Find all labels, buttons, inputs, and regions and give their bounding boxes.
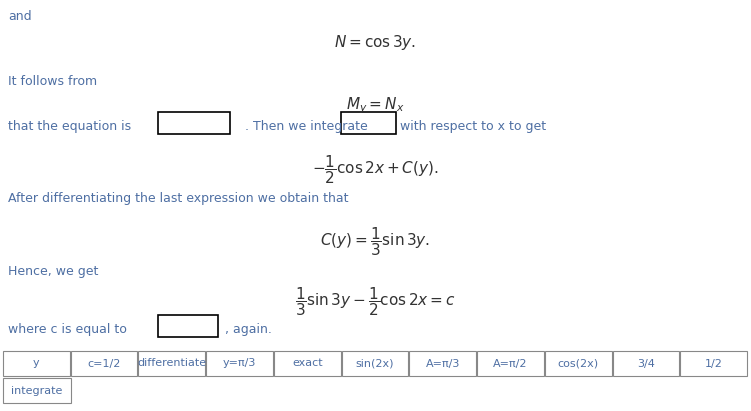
Text: 1/2: 1/2 <box>704 358 722 369</box>
Text: $N = \cos 3y.$: $N = \cos 3y.$ <box>334 33 416 52</box>
Text: and: and <box>8 10 32 23</box>
FancyBboxPatch shape <box>341 112 396 134</box>
FancyBboxPatch shape <box>409 351 476 376</box>
Text: . Then we integrate: . Then we integrate <box>245 120 368 133</box>
Text: $\dfrac{1}{3}\sin 3y - \dfrac{1}{2}\cos 2x = c$: $\dfrac{1}{3}\sin 3y - \dfrac{1}{2}\cos … <box>294 285 455 318</box>
Text: exact: exact <box>292 358 323 369</box>
FancyBboxPatch shape <box>138 351 205 376</box>
Text: After differentiating the last expression we obtain that: After differentiating the last expressio… <box>8 192 348 205</box>
Text: $M_y = N_x$: $M_y = N_x$ <box>345 95 404 115</box>
FancyBboxPatch shape <box>274 351 341 376</box>
Text: cos(2x): cos(2x) <box>558 358 599 369</box>
Text: $C(y) = \dfrac{1}{3}\sin 3y.$: $C(y) = \dfrac{1}{3}\sin 3y.$ <box>320 225 430 258</box>
FancyBboxPatch shape <box>158 315 218 337</box>
Text: $-\dfrac{1}{2}\cos 2x + C(y).$: $-\dfrac{1}{2}\cos 2x + C(y).$ <box>312 153 439 186</box>
FancyBboxPatch shape <box>158 112 230 134</box>
Text: y: y <box>33 358 40 369</box>
FancyBboxPatch shape <box>613 351 679 376</box>
Text: A=π/2: A=π/2 <box>493 358 528 369</box>
FancyBboxPatch shape <box>477 351 544 376</box>
Text: integrate: integrate <box>11 386 62 395</box>
Text: with respect to x to get: with respect to x to get <box>400 120 546 133</box>
Text: 3/4: 3/4 <box>637 358 655 369</box>
FancyBboxPatch shape <box>71 351 137 376</box>
Text: It follows from: It follows from <box>8 75 97 88</box>
Text: sin(2x): sin(2x) <box>356 358 394 369</box>
FancyBboxPatch shape <box>3 351 70 376</box>
FancyBboxPatch shape <box>342 351 409 376</box>
Text: differentiate: differentiate <box>137 358 207 369</box>
Text: A=π/3: A=π/3 <box>426 358 460 369</box>
Text: Hence, we get: Hence, we get <box>8 265 98 278</box>
Text: that the equation is: that the equation is <box>8 120 131 133</box>
Text: where c is equal to: where c is equal to <box>8 323 127 336</box>
Text: y=π/3: y=π/3 <box>223 358 256 369</box>
Text: , again.: , again. <box>225 323 272 336</box>
Text: c=1/2: c=1/2 <box>87 358 121 369</box>
FancyBboxPatch shape <box>680 351 747 376</box>
FancyBboxPatch shape <box>207 351 273 376</box>
FancyBboxPatch shape <box>3 378 71 403</box>
FancyBboxPatch shape <box>544 351 611 376</box>
